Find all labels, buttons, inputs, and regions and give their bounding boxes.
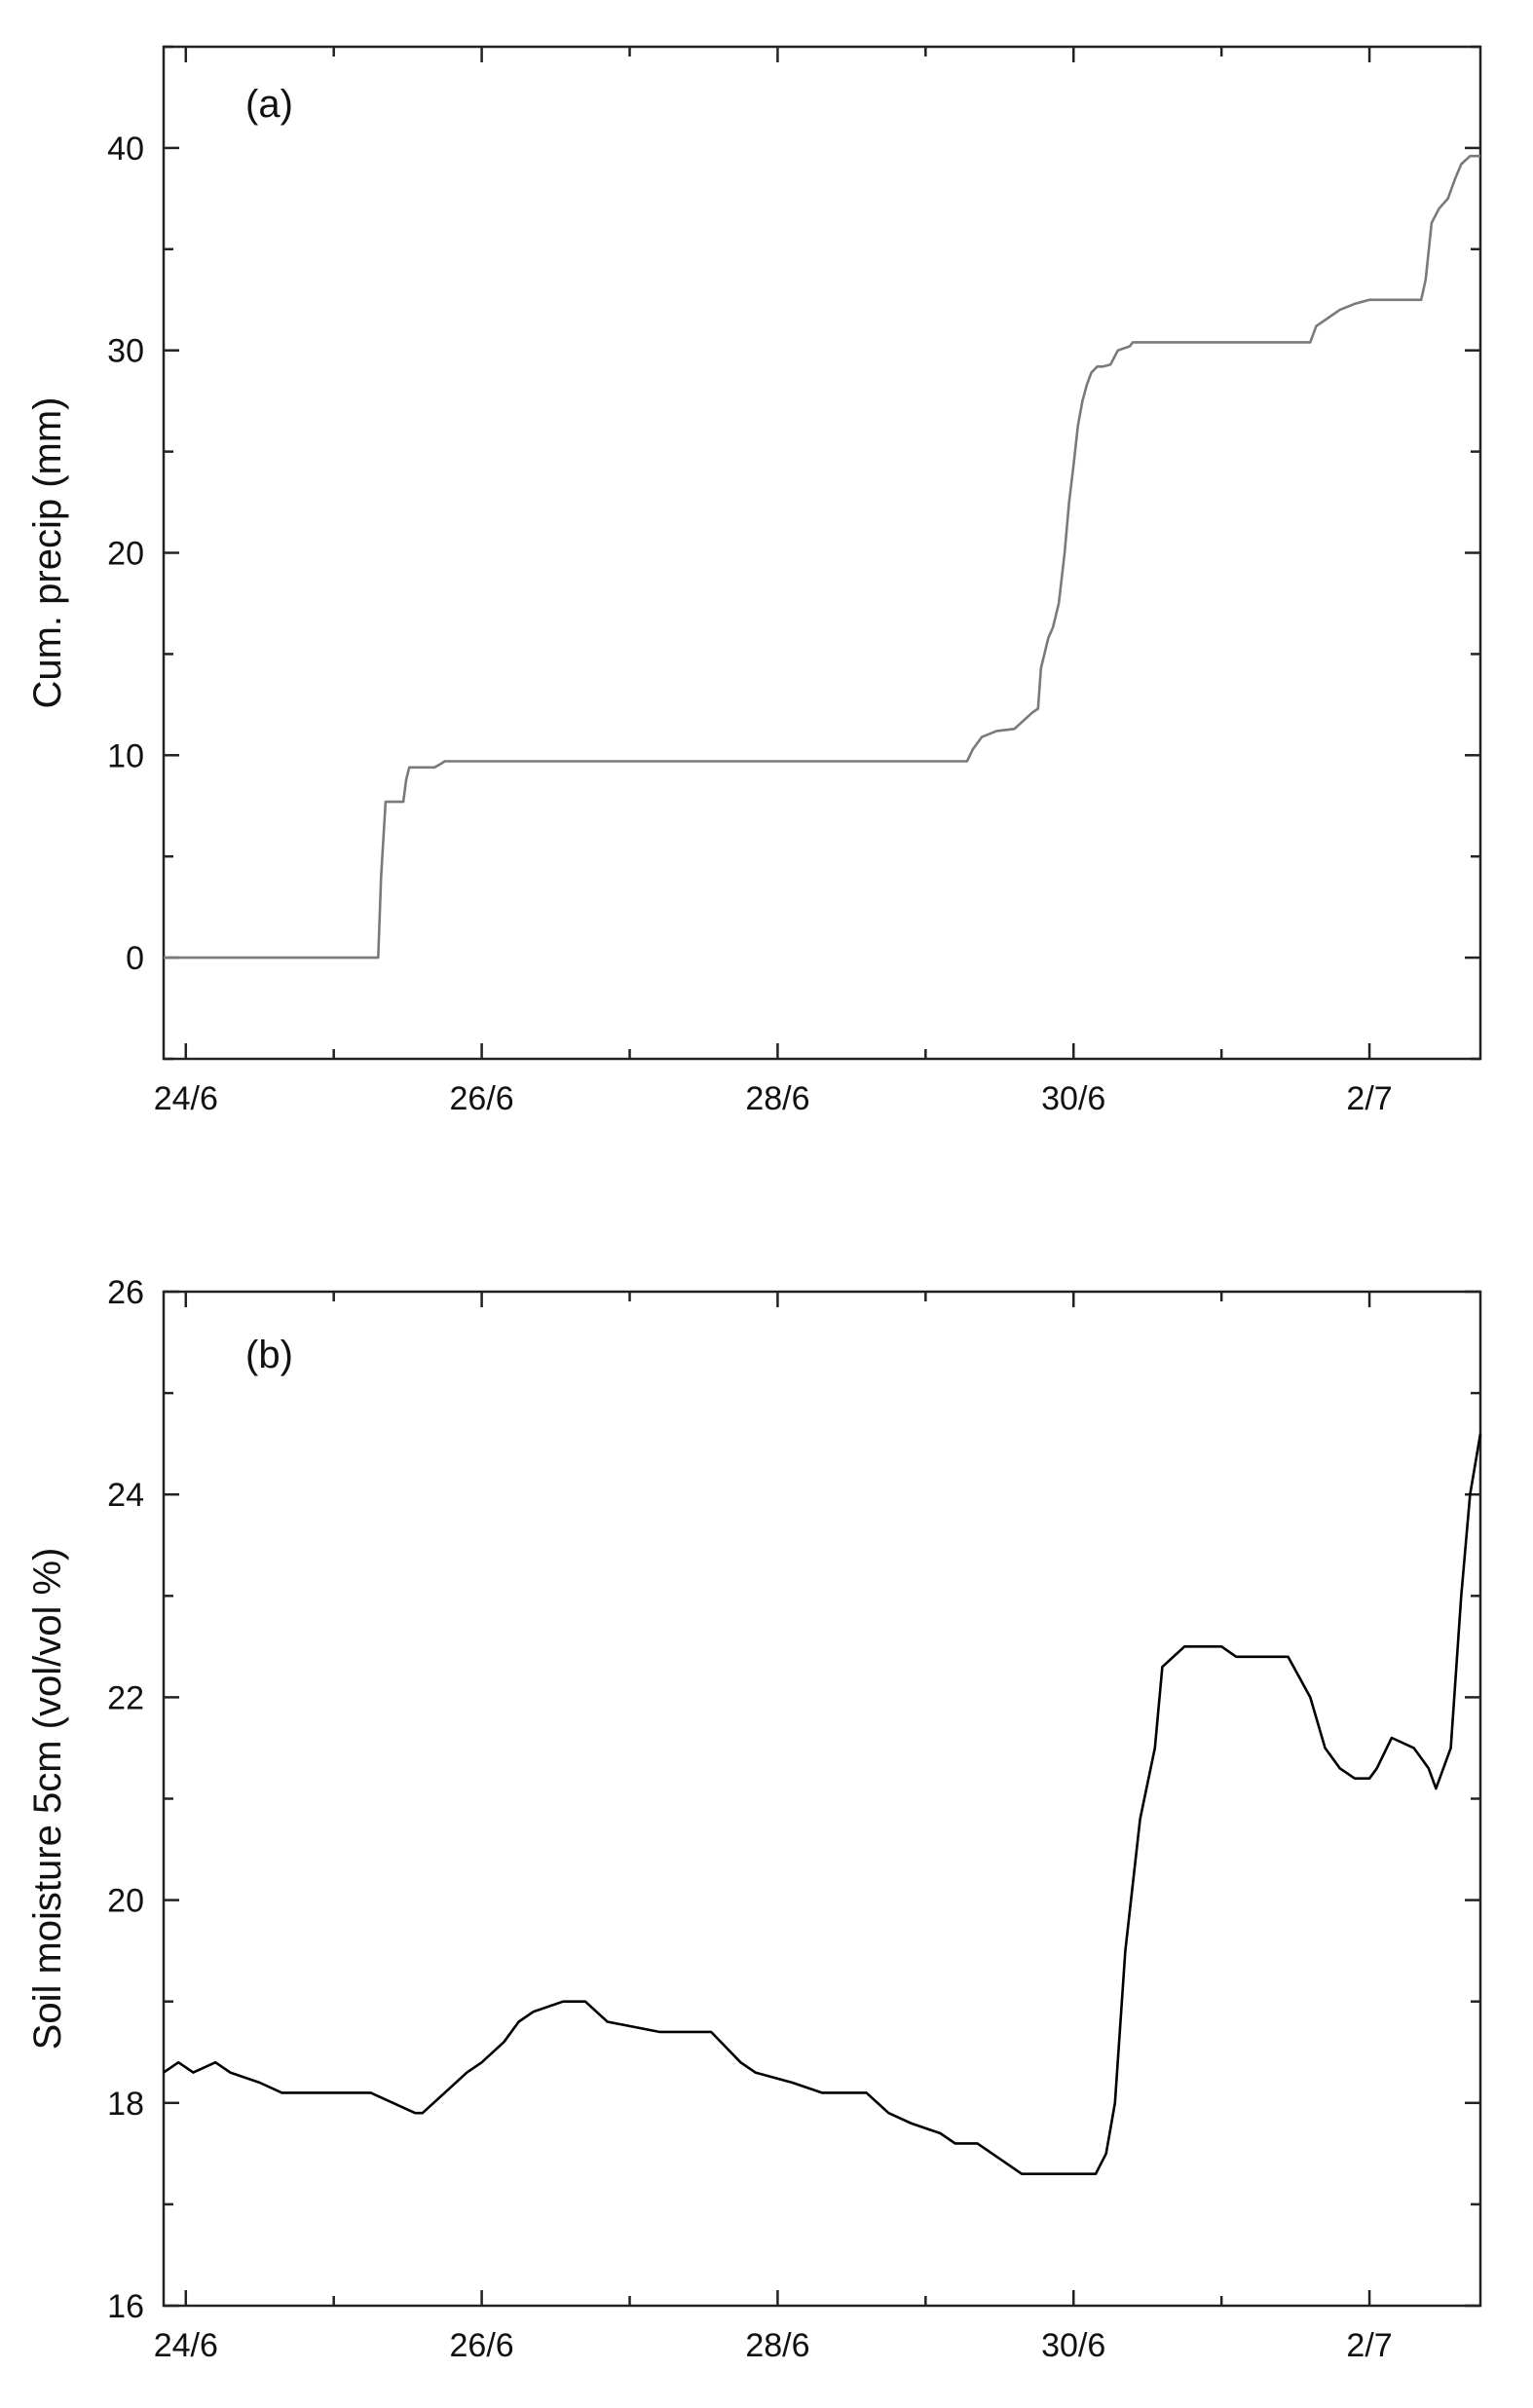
x-tick-label-a: 26/6 xyxy=(450,1080,514,1117)
y-tick-label-b: 22 xyxy=(107,1679,144,1716)
y-tick-label-b: 20 xyxy=(107,1883,144,1920)
x-tick-label-b: 2/7 xyxy=(1346,2327,1392,2364)
y-tick-label-a: 0 xyxy=(126,940,144,977)
y-tick-label-b: 24 xyxy=(107,1477,144,1514)
x-tick-label-a: 2/7 xyxy=(1346,1080,1392,1117)
series-line-a xyxy=(164,154,1480,959)
y-tick-label-a: 20 xyxy=(107,536,144,573)
y-tick-label-a: 30 xyxy=(107,333,144,370)
y-tick-label-a: 10 xyxy=(107,737,144,774)
y-tick-label-b: 18 xyxy=(107,2086,144,2123)
y-axis-title-b: Soil moisture 5cm (vol/vol %) xyxy=(26,1548,69,2051)
y-tick-label-a: 40 xyxy=(107,131,144,168)
x-tick-label-a: 30/6 xyxy=(1041,1080,1105,1117)
x-tick-label-a: 24/6 xyxy=(154,1080,218,1117)
x-tick-label-b: 30/6 xyxy=(1041,2327,1105,2364)
x-tick-label-b: 26/6 xyxy=(450,2327,514,2364)
panel-label-a: (a) xyxy=(245,83,293,126)
chart-panel-b: 24/6 26/6 28/6 30/6 2/7 16 18 20 22 24 26 Soil mois… xyxy=(26,1274,1482,2364)
y-tick-label-b: 16 xyxy=(107,2288,144,2325)
x-tick-label-a: 28/6 xyxy=(745,1080,809,1117)
y-axis-title-a: Cum. precip (mm) xyxy=(26,396,69,708)
series-line-b xyxy=(163,1433,1482,2175)
x-tick-label-b: 28/6 xyxy=(745,2327,809,2364)
y-tick-label-b: 26 xyxy=(107,1274,144,1311)
panel-label-b: (b) xyxy=(245,1334,293,1376)
x-tick-label-b: 24/6 xyxy=(154,2327,218,2364)
chart-panel-a: 24/6 26/6 28/6 30/6 2/7 0 10 20 30 40 Cum. precip … xyxy=(26,45,1482,1117)
